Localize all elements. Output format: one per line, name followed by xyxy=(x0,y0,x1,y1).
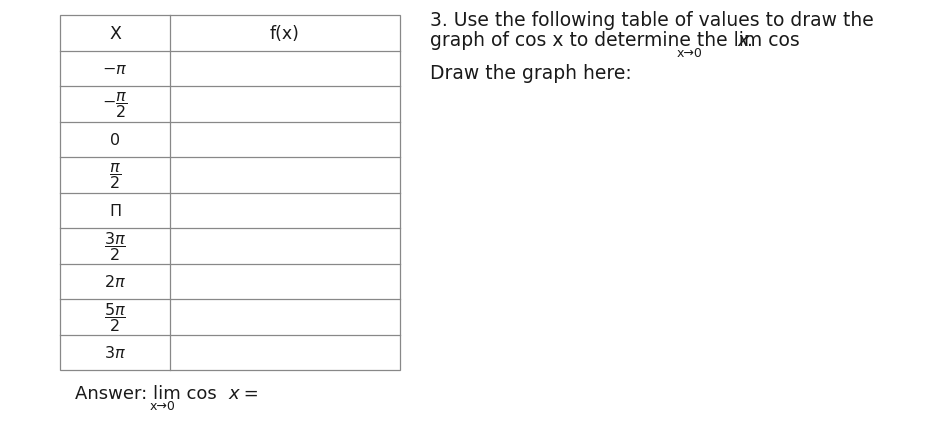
Text: $-\pi$: $-\pi$ xyxy=(102,61,127,77)
Text: $0$: $0$ xyxy=(110,132,121,148)
Text: X: X xyxy=(109,25,121,43)
Text: .: . xyxy=(746,31,752,50)
Text: $3\pi$: $3\pi$ xyxy=(104,344,126,360)
Text: $-\dfrac{\pi}{2}$: $-\dfrac{\pi}{2}$ xyxy=(102,89,127,120)
Text: =: = xyxy=(238,384,259,402)
Text: x: x xyxy=(228,384,239,402)
Text: $\dfrac{3\pi}{2}$: $\dfrac{3\pi}{2}$ xyxy=(104,230,126,263)
Text: x→0: x→0 xyxy=(676,47,702,60)
Text: graph of cos x to determine the lim cos: graph of cos x to determine the lim cos xyxy=(430,31,805,50)
Text: $\dfrac{5\pi}{2}$: $\dfrac{5\pi}{2}$ xyxy=(104,301,126,334)
Text: $\Pi$: $\Pi$ xyxy=(109,203,121,219)
Text: Answer: lim cos: Answer: lim cos xyxy=(75,384,222,402)
Text: Draw the graph here:: Draw the graph here: xyxy=(430,64,632,83)
Text: f(x): f(x) xyxy=(270,25,299,43)
Text: x: x xyxy=(736,31,748,50)
Bar xyxy=(59,16,399,370)
Text: 3. Use the following table of values to draw the: 3. Use the following table of values to … xyxy=(430,11,873,30)
Text: $2\pi$: $2\pi$ xyxy=(104,273,126,289)
Text: x→0: x→0 xyxy=(150,399,176,412)
Text: $\dfrac{\pi}{2}$: $\dfrac{\pi}{2}$ xyxy=(109,160,121,190)
